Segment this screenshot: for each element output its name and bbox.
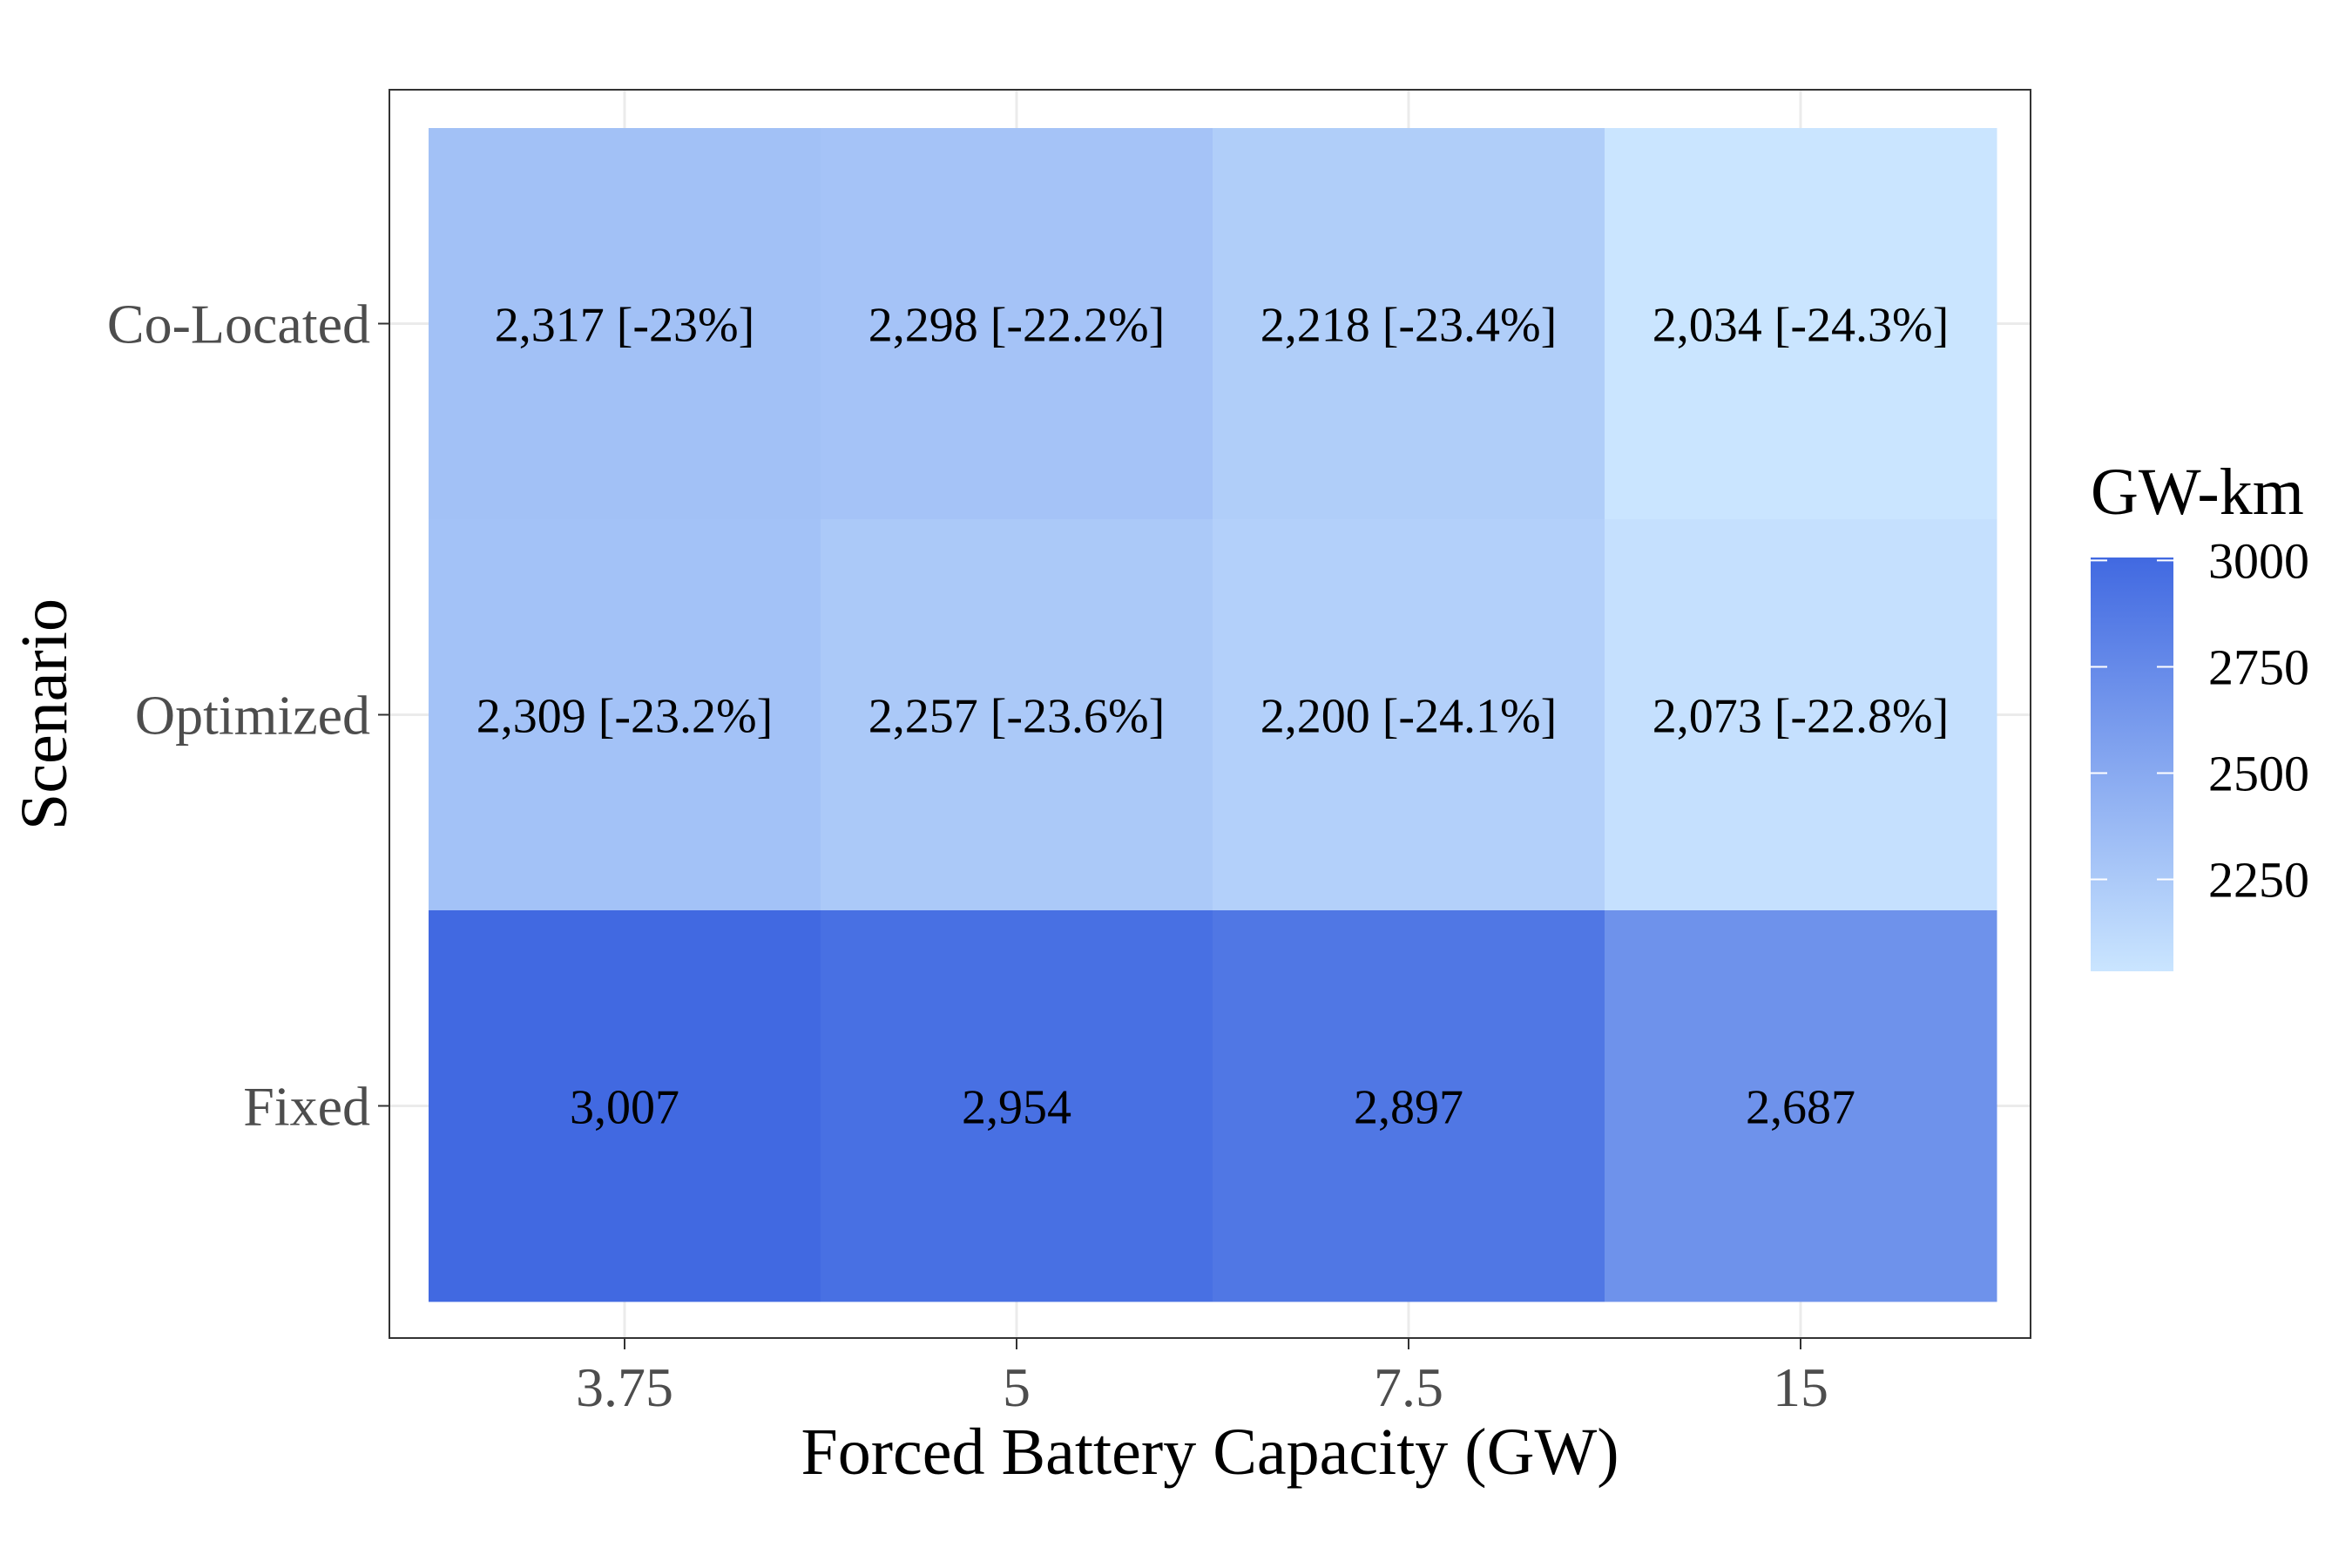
legend-tick-label: 2500 bbox=[2208, 746, 2309, 802]
heatmap-cell bbox=[1213, 519, 1605, 911]
heatmap-cell bbox=[1213, 910, 1605, 1302]
cell-value-label: 2,897 bbox=[1354, 1081, 1463, 1135]
legend-colorbar bbox=[2091, 558, 2173, 971]
heatmap-cell bbox=[1605, 519, 1997, 911]
heatmap-cell bbox=[821, 519, 1213, 911]
cell-value-label: 3,007 bbox=[570, 1081, 679, 1135]
heatmap-cell bbox=[429, 519, 821, 911]
legend-tick-label: 2250 bbox=[2208, 852, 2309, 909]
cell-value-label: 2,954 bbox=[962, 1081, 1071, 1135]
heatmap-cell bbox=[821, 128, 1213, 520]
legend-title: GW-km bbox=[2091, 456, 2304, 529]
cell-value-label: 2,200 [-24.1%] bbox=[1260, 690, 1558, 744]
x-axis-title: Forced Battery Capacity (GW) bbox=[801, 1416, 1619, 1489]
heatmap-cell bbox=[429, 128, 821, 520]
cell-value-label: 2,298 [-22.2%] bbox=[868, 299, 1166, 353]
cell-value-label: 2,034 [-24.3%] bbox=[1652, 299, 1950, 353]
legend-tick-label: 3000 bbox=[2208, 532, 2309, 589]
cell-value-label: 2,317 [-23%] bbox=[495, 299, 755, 353]
y-axis: Co-Located Optimized Fixed bbox=[107, 294, 389, 1138]
cell-value-label: 2,687 bbox=[1746, 1081, 1855, 1135]
cell-value-label: 2,309 [-23.2%] bbox=[476, 690, 774, 744]
cell-value-label: 2,218 [-23.4%] bbox=[1260, 299, 1558, 353]
y-axis-title: Scenario bbox=[8, 598, 81, 830]
x-tick-label: 5 bbox=[1003, 1356, 1031, 1418]
x-tick-label: 7.5 bbox=[1374, 1356, 1443, 1418]
cell-value-label: 2,073 [-22.8%] bbox=[1652, 690, 1950, 744]
legend-ticks: 3000 2750 2500 2250 bbox=[2091, 532, 2309, 909]
cell-value-label: 2,257 [-23.6%] bbox=[868, 690, 1166, 744]
heatmap-cell-labels: 2,317 [-23%] 2,298 [-22.2%] 2,218 [-23.4%]… bbox=[476, 299, 1950, 1135]
y-tick-label: Fixed bbox=[243, 1076, 370, 1138]
heatmap-cell bbox=[429, 910, 821, 1302]
y-tick-label: Optimized bbox=[135, 685, 370, 747]
heatmap-cell bbox=[1605, 128, 1997, 520]
y-tick-label: Co-Located bbox=[107, 294, 370, 355]
x-axis: 3.75 5 7.5 15 bbox=[576, 1338, 1828, 1418]
x-tick-label: 3.75 bbox=[576, 1356, 673, 1418]
heatmap-cells bbox=[429, 128, 1997, 1302]
heatmap-cell bbox=[1213, 128, 1605, 520]
color-legend: GW-km 3000 2750 2500 2250 bbox=[2091, 456, 2309, 971]
legend-tick-label: 2750 bbox=[2208, 639, 2309, 695]
heatmap-cell bbox=[821, 910, 1213, 1302]
x-tick-label: 15 bbox=[1773, 1356, 1828, 1418]
heatmap-cell bbox=[1605, 910, 1997, 1302]
